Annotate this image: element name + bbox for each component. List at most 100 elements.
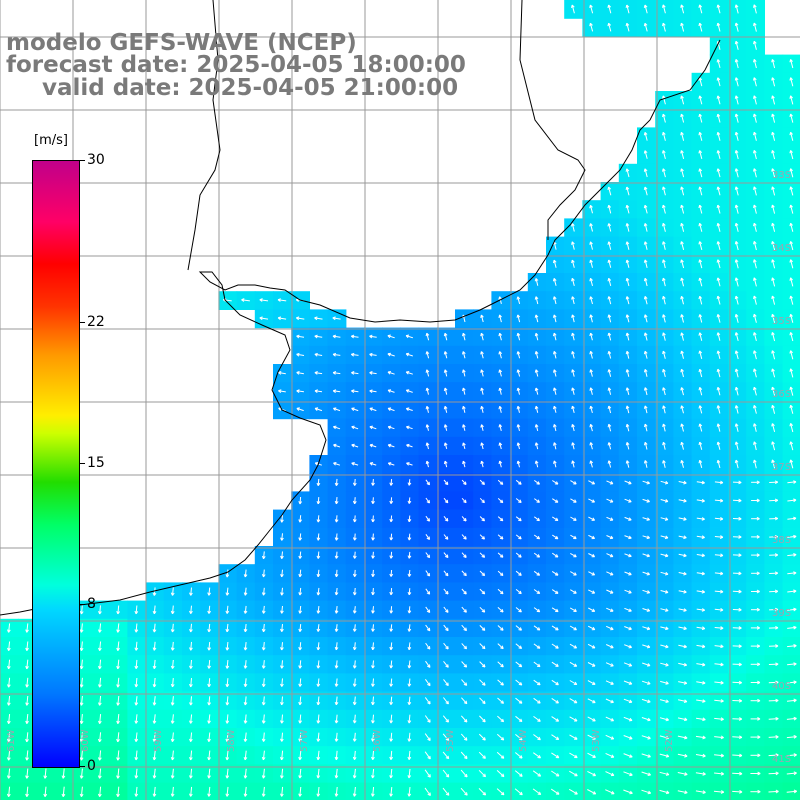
wind-arrow [516,369,521,377]
wind-arrow [316,478,321,486]
wind-arrow [316,515,321,523]
wind-arrow [7,714,11,724]
wind-arrow [243,678,248,687]
wind-arrow [371,624,375,632]
wind-arrow [443,387,448,395]
wind-arrow [461,534,467,540]
wind-arrow [534,460,539,468]
wind-arrow [551,661,559,667]
wind-arrow [170,750,175,761]
wind-arrow [425,642,431,650]
wind-arrow [407,588,412,596]
wind-arrow [552,480,559,485]
wind-arrow [425,570,431,577]
wind-arrow [369,407,377,412]
wind-arrow [298,569,303,578]
wind-arrow [6,786,11,797]
wind-arrow [207,641,212,651]
wind-arrow [316,551,321,559]
wind-arrow [298,678,303,687]
wind-arrow [461,661,468,668]
wind-arrow [461,552,467,558]
wind-arrow [371,569,375,577]
wind-arrow [461,588,467,595]
colorbar-tick-label: 8 [87,596,96,613]
wind-arrow [97,732,102,743]
wind-arrow [296,407,304,412]
wind-arrow [98,605,102,615]
wind-arrow [534,351,539,359]
wind-arrow [79,641,84,651]
wind-arrow [514,788,523,796]
wind-arrow [515,479,522,485]
wind-arrow [189,786,193,797]
wind-arrow [389,696,394,705]
wind-arrow [298,714,303,724]
wind-arrow [424,715,431,723]
wind-arrow [316,696,321,706]
wind-arrow [552,296,557,305]
wind-arrow [371,696,375,706]
wind-arrow [25,750,29,761]
wind-arrow [443,351,448,359]
wind-arrow [480,405,484,413]
wind-arrow [407,642,412,651]
lat-label: 37S [772,462,791,473]
wind-arrow [296,352,305,357]
lat-label: 41S [772,754,791,765]
wind-arrow [170,786,175,797]
wind-arrow [259,316,269,321]
wind-arrow [134,732,139,742]
wind-arrow [316,569,321,578]
wind-arrow [425,351,430,359]
wind-arrow [116,768,120,779]
wind-arrow [461,497,467,504]
wind-arrow [296,334,305,339]
wind-arrow [7,659,11,670]
wind-arrow [516,296,521,305]
wind-arrow [6,750,11,761]
wind-arrow [534,498,540,503]
wind-arrow [298,624,303,632]
wind-arrow [460,715,468,723]
wind-arrow [152,587,157,596]
wind-arrow [462,405,466,413]
wind-arrow [407,606,412,614]
wind-arrow [79,695,84,706]
wind-arrow [207,660,212,669]
wind-arrow [170,768,175,779]
wind-arrow [280,750,284,761]
wind-arrow [316,533,321,541]
wind-arrow [533,661,541,668]
wind-arrow [314,334,323,339]
wind-arrow [170,732,175,742]
wind-arrow [443,570,449,577]
wind-arrow [553,405,557,413]
wind-arrow [516,332,521,341]
wind-arrow [314,352,323,357]
lat-label: 39S [772,608,791,619]
wind-arrow [97,786,102,797]
wind-arrow [387,371,395,375]
wind-arrow [243,660,248,669]
wind-arrow [551,589,559,594]
wind-arrow [7,677,11,688]
wind-arrow [498,332,503,341]
wind-arrow [443,606,449,613]
wind-arrow [389,768,393,779]
wind-arrow [352,478,357,486]
wind-arrow [462,369,466,377]
wind-arrow [480,351,484,359]
wind-arrow [551,607,559,613]
wind-arrow [334,750,339,761]
wind-arrow [25,695,29,706]
wind-arrow [152,732,157,742]
wind-arrow [79,677,84,688]
wind-arrow [389,714,394,724]
wind-arrow [116,732,120,743]
wind-arrow [405,389,413,393]
wind-arrow [189,659,193,669]
wind-arrow [425,606,431,613]
wind-arrow [207,623,212,633]
